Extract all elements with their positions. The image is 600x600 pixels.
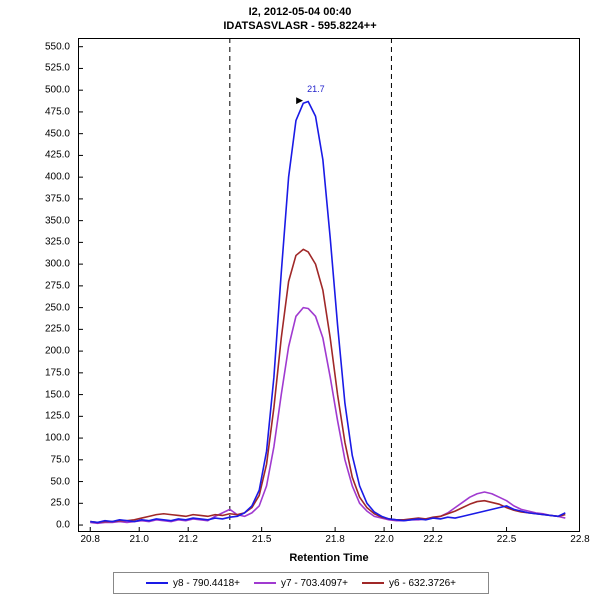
x-axis-label: Retention Time [289, 552, 369, 564]
x-tick-label: 22.0 [374, 534, 394, 545]
y-tick-label: 225.0 [44, 323, 70, 335]
x-tick-label: 21.2 [178, 534, 198, 545]
y-tick-label: 175.0 [44, 367, 70, 379]
legend-item[interactable]: y8 - 790.4418+ [146, 578, 240, 589]
y-tick-label: 400.0 [44, 171, 70, 183]
y-tick-label: 25.0 [50, 497, 70, 509]
y-tick-label: 150.0 [44, 389, 70, 401]
y-tick-label: 550.0 [44, 41, 70, 53]
y-tick-label: 525.0 [44, 62, 70, 74]
y-axis-tick-labels: 0.0 25.0 50.0 75.0 100.0 125.0 150.0 175.0 200.0… [0, 38, 76, 532]
y-tick-label: 425.0 [44, 149, 70, 161]
y-tick-label: 75.0 [50, 454, 70, 466]
series-line [90, 248, 566, 524]
x-tick-label: 22.5 [496, 534, 517, 545]
x-tick-label: 22.2 [423, 534, 443, 545]
series-line [90, 306, 566, 525]
y-tick-label: 350.0 [44, 215, 70, 227]
x-tick-label: 21.5 [251, 534, 272, 545]
legend-swatch-icon [146, 582, 168, 584]
y-tick-label: 475.0 [44, 106, 70, 118]
plot-area: ▶ 21.7 [78, 38, 580, 532]
plot-frame [78, 38, 580, 532]
legend-swatch-icon [362, 582, 384, 584]
y-tick-label: 500.0 [44, 84, 70, 96]
y-tick-label: 300.0 [44, 258, 70, 270]
series-line [90, 100, 566, 524]
y-tick-label: 50.0 [50, 476, 70, 488]
chart-title-line1: I2, 2012-05-04 00:40 [248, 6, 352, 18]
chart-subtitle-line2: IDATSASVLASR - 595.8224++ [223, 20, 377, 32]
y-tick-label: 250.0 [44, 302, 70, 314]
x-tick-label: 22.8 [570, 534, 590, 545]
x-tick-label: 20.8 [80, 534, 100, 545]
y-tick-label: 275.0 [44, 280, 70, 292]
y-tick-label: 200.0 [44, 345, 70, 357]
x-tick-label: 21.0 [129, 534, 149, 545]
y-tick-label: 0.0 [56, 519, 70, 531]
legend-swatch-icon [254, 582, 276, 584]
legend-item-label: y6 - 632.3726+ [389, 577, 456, 589]
x-tick-label: 21.8 [325, 534, 345, 545]
peak-marker-icon: ▶ [296, 95, 304, 106]
chart-legend[interactable]: y8 - 790.4418+ y7 - 703.4097+ y6 - 632.372… [113, 572, 489, 594]
y-tick-label: 100.0 [44, 432, 70, 444]
legend-item-label: y7 - 703.4097+ [281, 577, 348, 589]
legend-item[interactable]: y7 - 703.4097+ [254, 578, 348, 589]
peak-annotation-label: 21.7 [307, 84, 325, 95]
y-tick-label: 375.0 [44, 193, 70, 205]
y-tick-label: 450.0 [44, 128, 70, 140]
y-tick-label: 325.0 [44, 236, 70, 248]
legend-item-label: y8 - 790.4418+ [173, 577, 240, 589]
series-canvas [78, 38, 580, 532]
y-tick-label: 125.0 [44, 410, 70, 422]
legend-item[interactable]: y6 - 632.3726+ [362, 578, 456, 589]
x-axis-tick-labels: 20.8 21.0 21.2 21.5 21.8 22.0 22.2 22.5 22.8 [78, 534, 590, 550]
